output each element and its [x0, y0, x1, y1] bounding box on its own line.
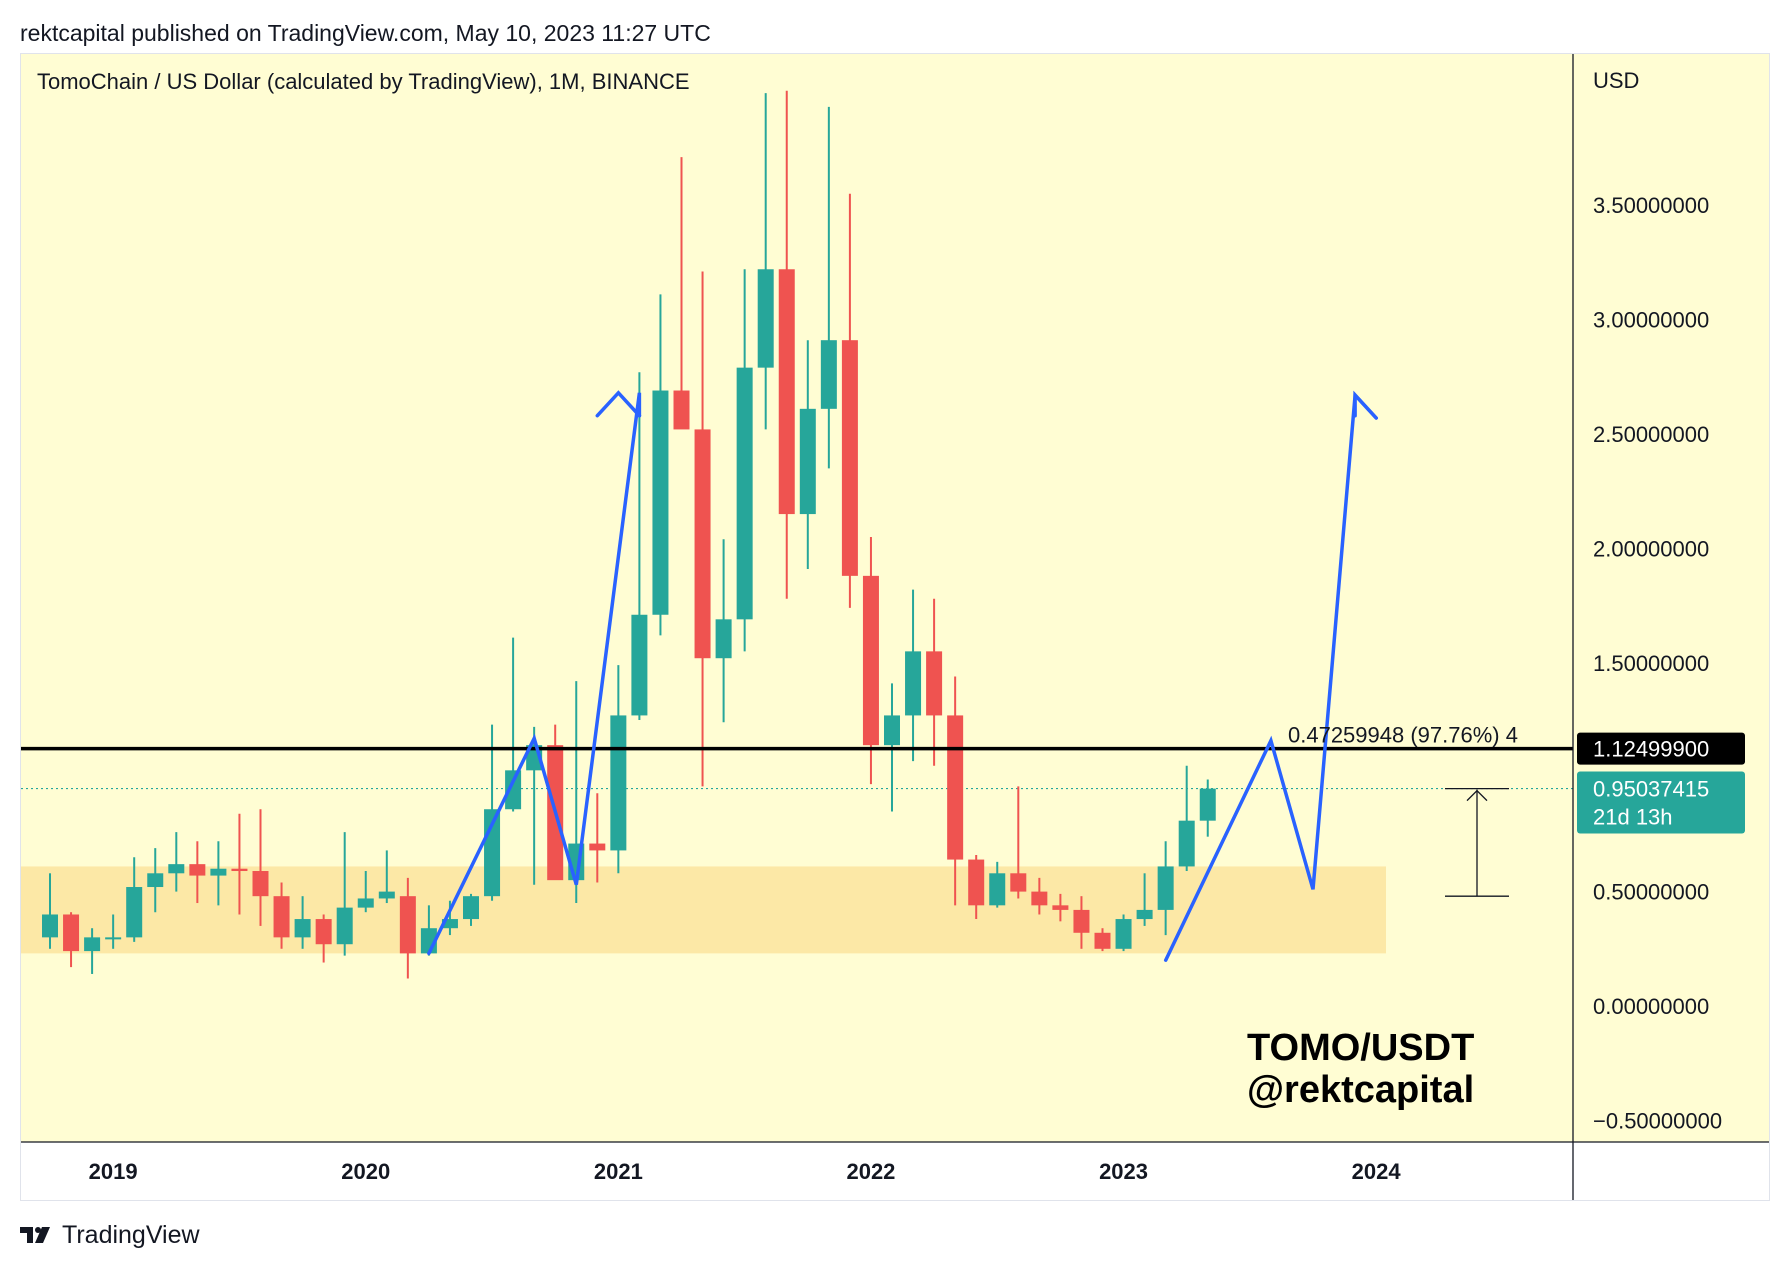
candle-body: [989, 873, 1006, 906]
candle-body: [757, 269, 774, 368]
candle-body: [336, 907, 353, 945]
candle-body: [441, 919, 458, 929]
x-tick-label: 2022: [846, 1159, 895, 1184]
candle-body: [168, 864, 185, 874]
candle-body: [778, 269, 795, 515]
candle-body: [210, 868, 227, 876]
plot-area-bg: [21, 54, 1573, 1142]
candle-body: [1199, 788, 1216, 821]
candle-body: [189, 864, 206, 876]
candle-body: [926, 651, 943, 716]
x-tick-label: 2020: [341, 1159, 390, 1184]
watermark-author: @rektcapital: [1247, 1069, 1474, 1111]
candle-body: [715, 619, 732, 659]
candle-body: [1010, 873, 1027, 892]
candle-body: [589, 843, 606, 851]
candle-body: [315, 919, 332, 945]
candle-body: [862, 575, 879, 746]
candle-body: [505, 770, 522, 810]
candle-body: [399, 896, 416, 954]
candle-body: [968, 859, 985, 906]
candle-body: [736, 367, 753, 620]
y-tick-label: −0.50000000: [1593, 1108, 1722, 1133]
currency-label: USD: [1593, 68, 1639, 93]
resistance-price-label: 1.12499900: [1593, 737, 1709, 762]
candle-body: [252, 871, 269, 897]
price-scale-bg: [1573, 54, 1769, 1142]
price-chart[interactable]: 0.47259948 (97.76%) 4 TomoChain / US Doll…: [21, 54, 1769, 1200]
candle-body: [273, 896, 290, 938]
projection-arrowhead: [595, 390, 642, 418]
y-tick-label: 0.00000000: [1593, 994, 1709, 1019]
candle-body: [610, 715, 627, 851]
countdown-label: 21d 13h: [1593, 805, 1673, 830]
chart-frame[interactable]: 0.47259948 (97.76%) 4 TomoChain / US Doll…: [20, 53, 1770, 1201]
candle-body: [652, 390, 669, 615]
candle-body: [1073, 909, 1090, 933]
resistance-price-tag: [1577, 732, 1745, 765]
y-tick-label: 1.50000000: [1593, 651, 1709, 676]
candle-body: [1178, 820, 1195, 867]
measure-arrow-icon: [1466, 789, 1488, 802]
x-tick-label: 2024: [1352, 1159, 1402, 1184]
measure-label: 0.47259948 (97.76%) 4: [1288, 723, 1518, 748]
candle-body: [357, 898, 374, 908]
candle-body: [126, 887, 143, 938]
tradingview-brand: TradingView: [62, 1220, 200, 1249]
candle-body: [1136, 909, 1153, 920]
candle-body: [1115, 919, 1132, 949]
candle-body: [673, 390, 690, 430]
candle-body: [1052, 905, 1069, 910]
candle-body: [294, 919, 311, 938]
candle-body: [694, 429, 711, 659]
support-zone: [21, 866, 1386, 954]
candle-body: [378, 891, 395, 899]
candle-body: [841, 340, 858, 576]
candle-body: [1157, 866, 1174, 910]
candle-body: [147, 873, 164, 888]
candle-body: [799, 408, 816, 515]
x-tick-label: 2019: [89, 1159, 138, 1184]
candle-body: [1031, 891, 1048, 906]
tradingview-logo-icon: [20, 1227, 50, 1243]
candle-body: [63, 914, 80, 952]
x-tick-label: 2023: [1099, 1159, 1148, 1184]
candle-body: [1094, 932, 1111, 949]
y-tick-label: 2.50000000: [1593, 422, 1709, 447]
projection-path: [427, 392, 642, 956]
candle-body: [463, 896, 479, 920]
current-price-tag: [1577, 771, 1745, 834]
candle-body: [631, 614, 648, 716]
watermark-pair: TOMO/USDT: [1247, 1027, 1474, 1069]
y-tick-label: 3.50000000: [1593, 193, 1709, 218]
chart-title: TomoChain / US Dollar (calculated by Tra…: [37, 69, 690, 94]
publish-info: rektcapital published on TradingView.com…: [20, 20, 711, 46]
y-tick-label: 3.00000000: [1593, 308, 1709, 333]
y-tick-label: 0.50000000: [1593, 880, 1709, 905]
y-tick-label: 2.00000000: [1593, 536, 1709, 561]
x-tick-label: 2021: [594, 1159, 643, 1184]
candle-body: [105, 937, 122, 940]
candle-body: [42, 914, 58, 938]
candle-body: [231, 868, 248, 872]
tradingview-footer[interactable]: TradingView: [20, 1220, 200, 1250]
candle-body: [884, 715, 900, 746]
candle-body: [905, 651, 922, 716]
candle-body: [947, 715, 964, 860]
current-price-label: 0.95037415: [1593, 777, 1709, 802]
projection-arrowhead: [1353, 390, 1378, 420]
candle-body: [84, 937, 101, 952]
candle-body: [820, 340, 837, 409]
